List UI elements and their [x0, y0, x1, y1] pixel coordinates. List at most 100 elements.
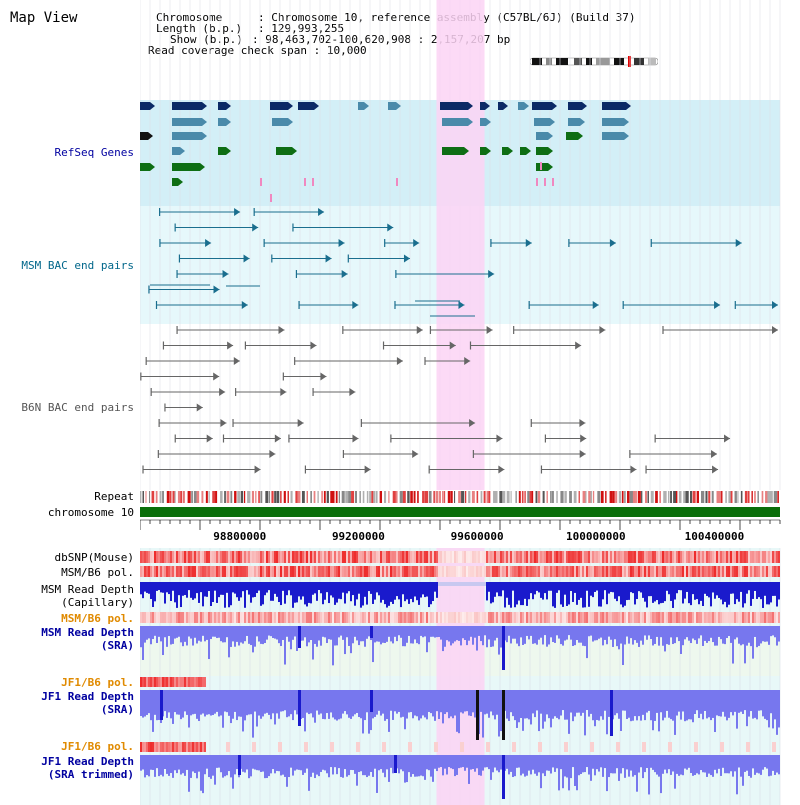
repeat-element	[240, 491, 244, 503]
depth-bar	[276, 710, 278, 714]
depth-bar	[322, 767, 324, 770]
track-label-msm-depth-cap-1[interactable]: MSM Read Depth	[41, 583, 134, 596]
genome-track-canvas[interactable]	[140, 0, 782, 805]
depth-bar	[570, 710, 572, 713]
depth-bar	[498, 635, 500, 655]
depth-bar	[244, 710, 246, 721]
depth-bar	[264, 767, 266, 779]
b6n-bac-pair-end-arrow	[464, 357, 471, 365]
track-label-dbsnp[interactable]: dbSNP(Mouse)	[54, 551, 134, 564]
depth-bar	[708, 635, 710, 642]
track-label-msm-b6-pol-2[interactable]: MSM/B6 pol.	[61, 612, 134, 625]
depth-bar	[754, 767, 756, 775]
heat-cell	[750, 551, 752, 563]
repeat-element	[663, 491, 667, 503]
heat-cell	[366, 612, 368, 623]
track-label-jf1-b6-pol-2[interactable]: JF1/B6 pol.	[61, 740, 134, 753]
heat-cell	[156, 551, 158, 563]
heat-cell	[526, 551, 528, 563]
capillary-depth-bar	[338, 582, 340, 599]
heat-cell	[214, 566, 216, 577]
depth-bar	[556, 710, 558, 718]
heat-cell	[332, 566, 334, 577]
heat-cell	[430, 551, 432, 563]
heat-cell	[254, 612, 256, 623]
depth-bar	[186, 767, 188, 770]
depth-bar	[686, 767, 688, 770]
track-label-jf1-depth-trim-1[interactable]: JF1 Read Depth	[41, 755, 134, 768]
capillary-depth-bar	[528, 582, 530, 600]
heat-cell	[492, 551, 494, 563]
heat-cell	[144, 742, 146, 752]
heat-cell	[408, 551, 410, 563]
capillary-depth-bar	[308, 582, 310, 603]
track-label-msm-bac[interactable]: MSM BAC end pairs	[21, 259, 134, 272]
capillary-depth-bar	[710, 582, 712, 607]
heat-cell	[374, 566, 376, 577]
heat-cell	[274, 566, 276, 577]
heat-cell	[538, 742, 542, 752]
depth-bar	[162, 767, 164, 777]
heat-cell	[588, 566, 590, 577]
heat-cell	[346, 551, 348, 563]
depth-bar	[468, 710, 470, 716]
gene-strand-arrow	[288, 118, 293, 126]
depth-bar	[480, 767, 482, 776]
heat-cell	[420, 566, 422, 577]
track-label-msm-depth-sra-1[interactable]: MSM Read Depth	[41, 626, 134, 639]
depth-bar	[596, 710, 598, 720]
heat-cell	[194, 612, 196, 623]
depth-bar	[708, 710, 710, 718]
heat-cell	[428, 566, 430, 577]
heat-cell	[560, 566, 562, 577]
gene-exon-block	[442, 147, 464, 155]
repeat-element	[641, 491, 643, 503]
repeat-element	[243, 491, 246, 503]
heat-cell	[728, 551, 730, 563]
capillary-depth-bar	[478, 582, 480, 586]
depth-bar	[410, 635, 412, 644]
depth-bar	[290, 767, 292, 768]
track-label-b6n-bac[interactable]: B6N BAC end pairs	[21, 401, 134, 414]
track-label-repeat[interactable]: Repeat	[94, 490, 134, 503]
heat-cell	[382, 742, 386, 752]
track-label-jf1-b6-pol[interactable]: JF1/B6 pol.	[61, 676, 134, 689]
depth-bar	[682, 635, 684, 646]
heat-cell	[642, 742, 646, 752]
depth-bar	[426, 635, 428, 653]
repeat-element	[373, 491, 376, 503]
depth-bar	[246, 635, 248, 636]
heat-cell	[770, 612, 772, 623]
depth-bar	[254, 767, 256, 770]
heat-cell	[416, 566, 418, 577]
heat-cell	[422, 551, 424, 563]
heat-cell	[286, 612, 288, 623]
track-label-jf1-depth-sra-1[interactable]: JF1 Read Depth	[41, 690, 134, 703]
heat-cell	[524, 566, 526, 577]
repeat-element	[359, 491, 361, 503]
depth-bar	[730, 635, 732, 643]
depth-bar	[262, 635, 264, 645]
heat-cell	[202, 677, 204, 687]
heat-cell	[338, 612, 340, 623]
depth-bar	[160, 635, 162, 642]
depth-bar	[396, 635, 398, 642]
capillary-depth-bar	[184, 582, 186, 596]
gene-strand-arrow	[624, 132, 629, 140]
heat-cell	[690, 612, 692, 623]
depth-bar	[284, 767, 286, 777]
repeat-element	[428, 491, 432, 503]
heat-cell	[152, 566, 154, 577]
heat-cell	[330, 742, 334, 752]
heat-cell	[716, 566, 718, 577]
heat-cell	[156, 612, 158, 623]
capillary-depth-bar	[332, 582, 334, 598]
depth-bar	[634, 710, 636, 717]
depth-bar	[326, 710, 328, 714]
track-label-refseq[interactable]: RefSeq Genes	[54, 146, 134, 159]
depth-bar	[430, 710, 432, 714]
capillary-depth-bar	[214, 582, 216, 591]
heat-cell	[512, 551, 514, 563]
depth-bar	[624, 767, 626, 778]
track-label-msm-b6-pol[interactable]: MSM/B6 pol.	[61, 566, 134, 579]
